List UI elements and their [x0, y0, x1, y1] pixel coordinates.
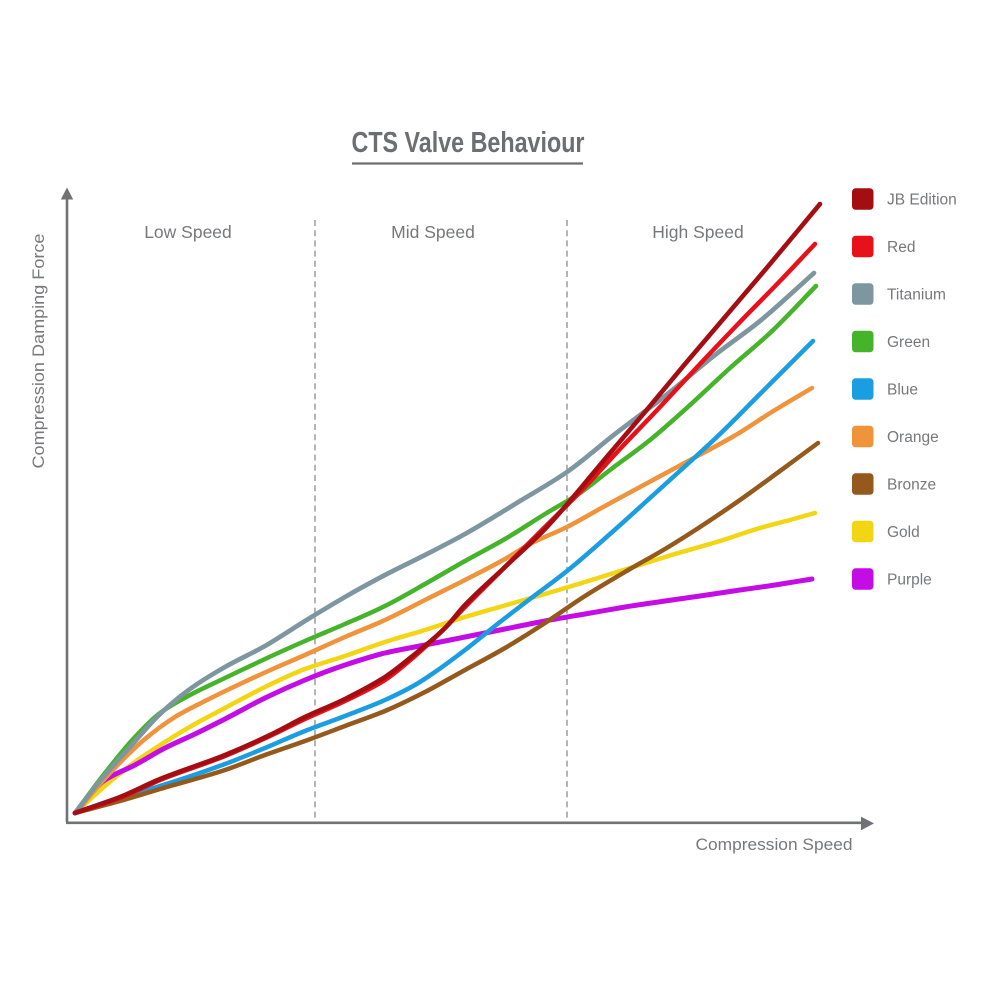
svg-text:Orange: Orange — [887, 429, 939, 446]
svg-text:Gold: Gold — [887, 524, 920, 541]
svg-text:Low Speed: Low Speed — [144, 222, 232, 242]
svg-text:Compression Damping Force: Compression Damping Force — [30, 234, 48, 469]
svg-text:Purple: Purple — [887, 571, 932, 588]
svg-text:Bronze: Bronze — [887, 476, 936, 493]
svg-text:JB Edition: JB Edition — [887, 191, 957, 208]
svg-text:Blue: Blue — [887, 381, 918, 398]
svg-text:Green: Green — [887, 334, 930, 351]
svg-text:Mid Speed: Mid Speed — [391, 222, 475, 242]
svg-text:High Speed: High Speed — [652, 222, 743, 242]
svg-text:Compression Speed: Compression Speed — [696, 836, 853, 854]
svg-text:CTS Valve Behaviour: CTS Valve Behaviour — [352, 127, 585, 159]
svg-text:Titanium: Titanium — [887, 286, 946, 303]
svg-text:Red: Red — [887, 239, 915, 256]
